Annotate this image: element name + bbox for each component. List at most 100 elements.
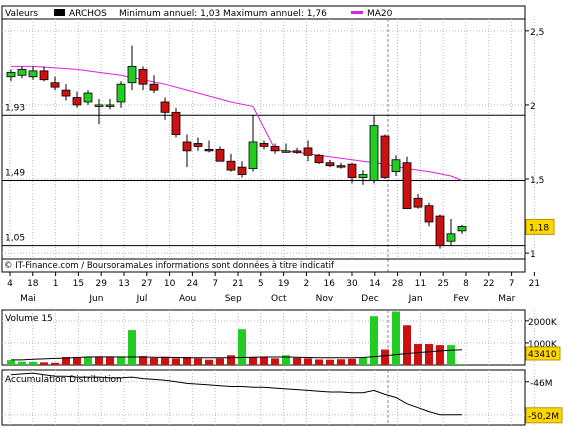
x-month-label: Aou <box>179 294 196 304</box>
candle-body <box>457 226 467 232</box>
price-y-tick-label: 1,5 <box>530 176 544 186</box>
volume-bar <box>227 355 235 365</box>
volume-bar <box>260 357 268 365</box>
volume-bar <box>73 357 81 365</box>
candle-body <box>182 141 192 152</box>
x-month-label: Jun <box>88 294 103 304</box>
last-price-badge <box>525 218 555 235</box>
volume-bar <box>458 364 466 365</box>
volume-bar <box>436 345 444 365</box>
candle-body <box>237 166 247 175</box>
candle-body <box>160 101 170 113</box>
volume-panel-label: Volume 15 <box>5 314 53 324</box>
source-footer: © IT-Finance.com / BoursoramaLes informa… <box>4 260 335 271</box>
candle-body <box>28 70 38 78</box>
reference-line-label: 1,49 <box>5 168 25 178</box>
x-month-label: Oct <box>271 294 287 304</box>
volume-bar <box>216 358 224 365</box>
ad-panel-label: Accumulation Distribution <box>5 375 122 385</box>
x-day-tick-label: 25 <box>437 279 448 289</box>
volume-ma-line <box>11 349 463 361</box>
volume-bar <box>414 344 422 365</box>
candle-body <box>61 89 71 97</box>
ma20-legend-label: MA20 <box>367 9 393 19</box>
candle-body <box>347 163 357 178</box>
volume-bar <box>40 362 48 365</box>
x-month-label: Mai <box>20 294 36 304</box>
candle-body <box>226 160 236 171</box>
candle-body <box>270 146 280 152</box>
candle-body <box>424 205 434 223</box>
candle-body <box>413 197 423 208</box>
x-day-tick-label: 5 <box>258 279 264 289</box>
volume-bar <box>18 361 26 365</box>
candle-body <box>72 97 82 106</box>
candle-body <box>391 159 401 172</box>
candle-body <box>204 148 214 152</box>
volume-bar <box>271 358 279 365</box>
candle-body <box>171 111 181 135</box>
candle-body <box>402 162 412 210</box>
x-day-tick-label: 2 <box>304 279 310 289</box>
x-day-tick-label: 1 <box>53 279 59 289</box>
volume-bar <box>282 355 290 365</box>
volume-bar <box>205 359 213 365</box>
min-max-label: Minimum annuel: 1,03 Maximum annuel: 1,7… <box>119 9 327 19</box>
candle-body <box>116 83 126 103</box>
price-panel-frame <box>1 5 526 273</box>
volume-bar <box>29 361 37 365</box>
x-month-label: Jul <box>136 294 148 304</box>
ad-series-line <box>10 372 462 416</box>
last-price-label: 1,18 <box>529 223 549 233</box>
candle-body <box>281 150 291 153</box>
volume-bar <box>62 357 70 365</box>
x-day-tick-label: 24 <box>187 279 199 289</box>
ad-last-badge <box>525 407 563 424</box>
volume-bar <box>381 349 389 365</box>
x-day-tick-label: 8 <box>463 279 469 289</box>
ma20-legend-swatch <box>351 11 363 14</box>
x-day-tick-label: 21 <box>232 279 243 289</box>
candle-body <box>105 104 115 107</box>
volume-bar <box>249 357 257 365</box>
x-day-tick-label: 15 <box>73 279 84 289</box>
x-month-label: Dec <box>361 294 378 304</box>
volume-last-label: 43410 <box>528 350 557 360</box>
x-month-label: Jan <box>408 294 423 304</box>
candle-body <box>215 148 225 162</box>
candle-body <box>446 233 456 242</box>
x-day-tick-label: 11 <box>415 279 426 289</box>
x-day-tick-label: 14 <box>369 279 381 289</box>
symbol-label: ARCHOS <box>69 9 107 19</box>
candle-body <box>6 71 16 78</box>
volume-bar <box>150 357 158 365</box>
x-day-tick-label: 16 <box>323 279 335 289</box>
candle-body <box>138 68 148 85</box>
x-day-tick-label: 21 <box>529 279 540 289</box>
candle-body <box>336 165 346 168</box>
volume-y-tick-label: 2000K <box>528 318 558 328</box>
candle-body <box>358 174 368 178</box>
x-day-tick-label: 18 <box>27 279 39 289</box>
volume-bar <box>194 358 202 365</box>
volume-bar <box>117 357 125 365</box>
x-day-tick-label: 30 <box>346 279 358 289</box>
ad-panel-frame <box>1 369 526 426</box>
volume-bar <box>370 316 378 365</box>
volume-y-tick-label: 1000K <box>528 340 558 350</box>
x-day-tick-label: 29 <box>95 279 107 289</box>
volume-bar <box>293 357 301 365</box>
candle-body <box>17 68 27 76</box>
reference-line-label: 1,05 <box>5 234 25 244</box>
x-month-label: Fev <box>453 294 469 304</box>
values-legend-label: Valeurs <box>5 9 38 19</box>
volume-bar <box>392 311 400 365</box>
price-y-tick-label: 1 <box>530 250 536 260</box>
candle-body <box>94 104 104 107</box>
candle-body <box>149 83 159 91</box>
volume-bar <box>337 359 345 365</box>
candle-body <box>50 82 60 88</box>
x-month-label: Mar <box>498 294 515 304</box>
values-legend-swatch <box>54 9 65 16</box>
